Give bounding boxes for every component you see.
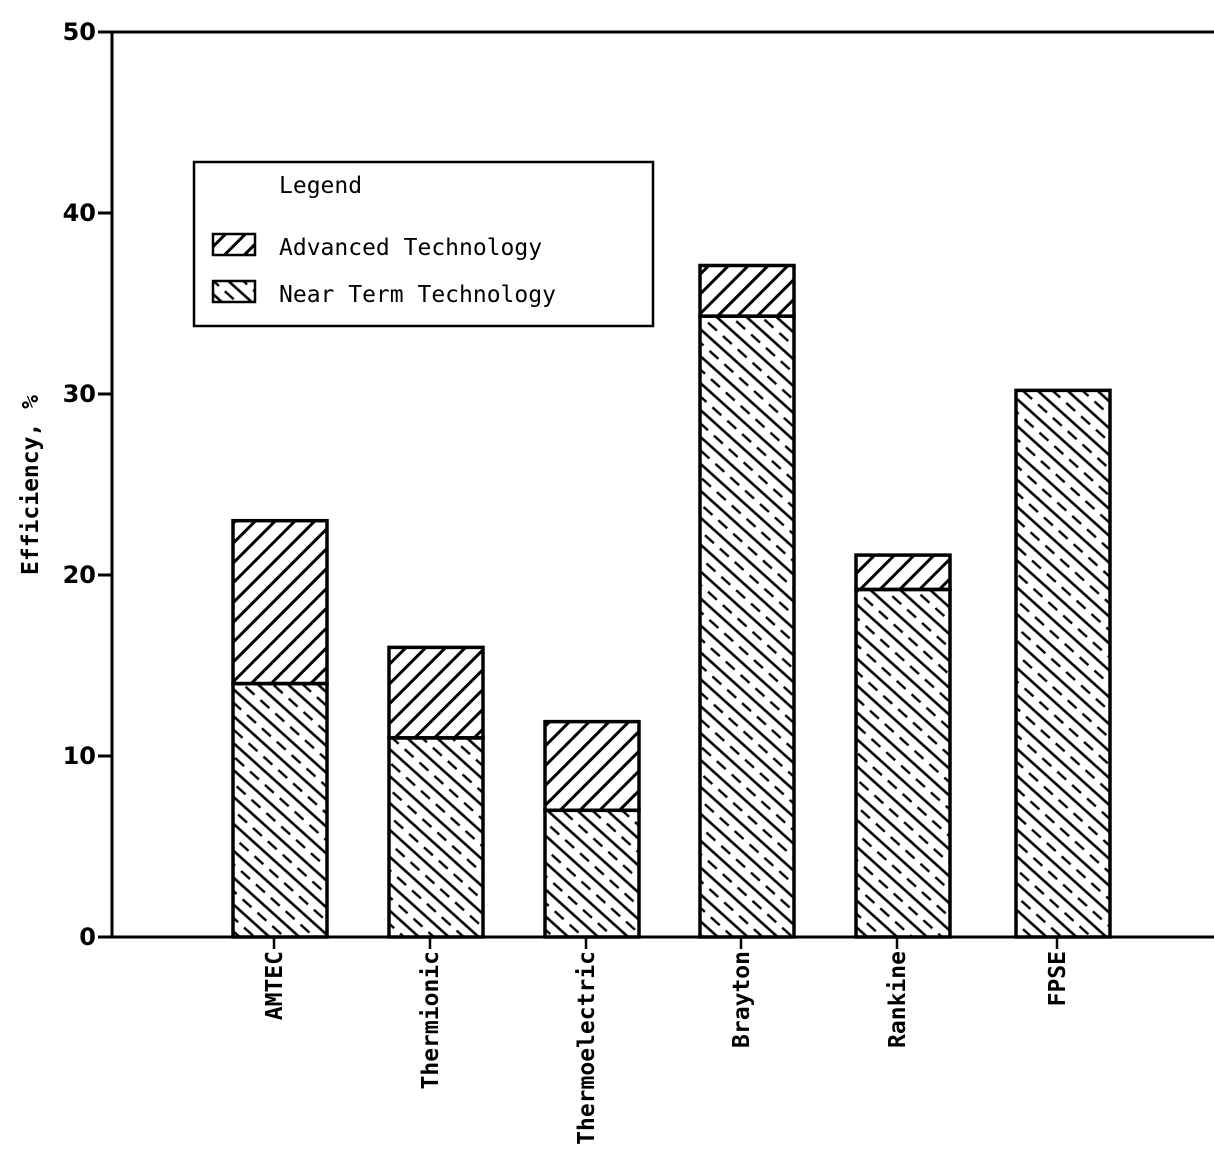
bar-advanced-brayton <box>698 263 796 318</box>
bar-near-term-thermionic <box>387 736 485 939</box>
y-tick-label-40: 40 <box>63 199 96 227</box>
legend-swatch-near-term <box>211 279 257 304</box>
bar-near-term-brayton <box>698 314 796 939</box>
legend-label-near-term: Near Term Technology <box>279 282 556 308</box>
bar-near-term-fpse <box>1014 388 1112 939</box>
legend: Legend Advanced Technology Near Term Tec… <box>192 160 655 328</box>
y-axis-ticks: 0 10 20 30 40 50 <box>63 18 112 951</box>
legend-box <box>192 160 655 328</box>
y-tick-label-30: 30 <box>63 380 96 408</box>
y-tick-label-50: 50 <box>63 18 96 46</box>
y-axis-title: Efficiency, % <box>18 395 44 575</box>
bar-near-term-rankine <box>854 587 952 939</box>
y-tick-label-10: 10 <box>63 742 96 770</box>
bars-group <box>231 263 1112 939</box>
x-axis-labels: AMTEC Thermionic Thermoelectric Brayton Rank… <box>262 937 1071 1145</box>
x-tick-label-brayton: Brayton <box>729 951 755 1048</box>
bar-advanced-thermionic <box>387 645 485 740</box>
bar-advanced-rankine <box>854 553 952 592</box>
bar-advanced-thermoelectric <box>543 719 641 813</box>
x-tick-label-fpse: FPSE <box>1045 951 1071 1006</box>
x-tick-label-amtec: AMTEC <box>262 951 288 1020</box>
x-tick-label-thermoelectric: Thermoelectric <box>574 951 600 1145</box>
bar-near-term-amtec <box>231 681 329 939</box>
y-tick-label-20: 20 <box>63 561 96 589</box>
legend-label-advanced: Advanced Technology <box>279 235 542 261</box>
x-tick-label-rankine: Rankine <box>885 951 911 1048</box>
bar-near-term-thermoelectric <box>543 808 641 939</box>
legend-title: Legend <box>279 173 362 199</box>
bar-advanced-amtec <box>231 518 329 686</box>
y-tick-label-0: 0 <box>79 923 96 951</box>
legend-swatch-advanced <box>211 232 257 257</box>
x-tick-label-thermionic: Thermionic <box>418 951 444 1089</box>
